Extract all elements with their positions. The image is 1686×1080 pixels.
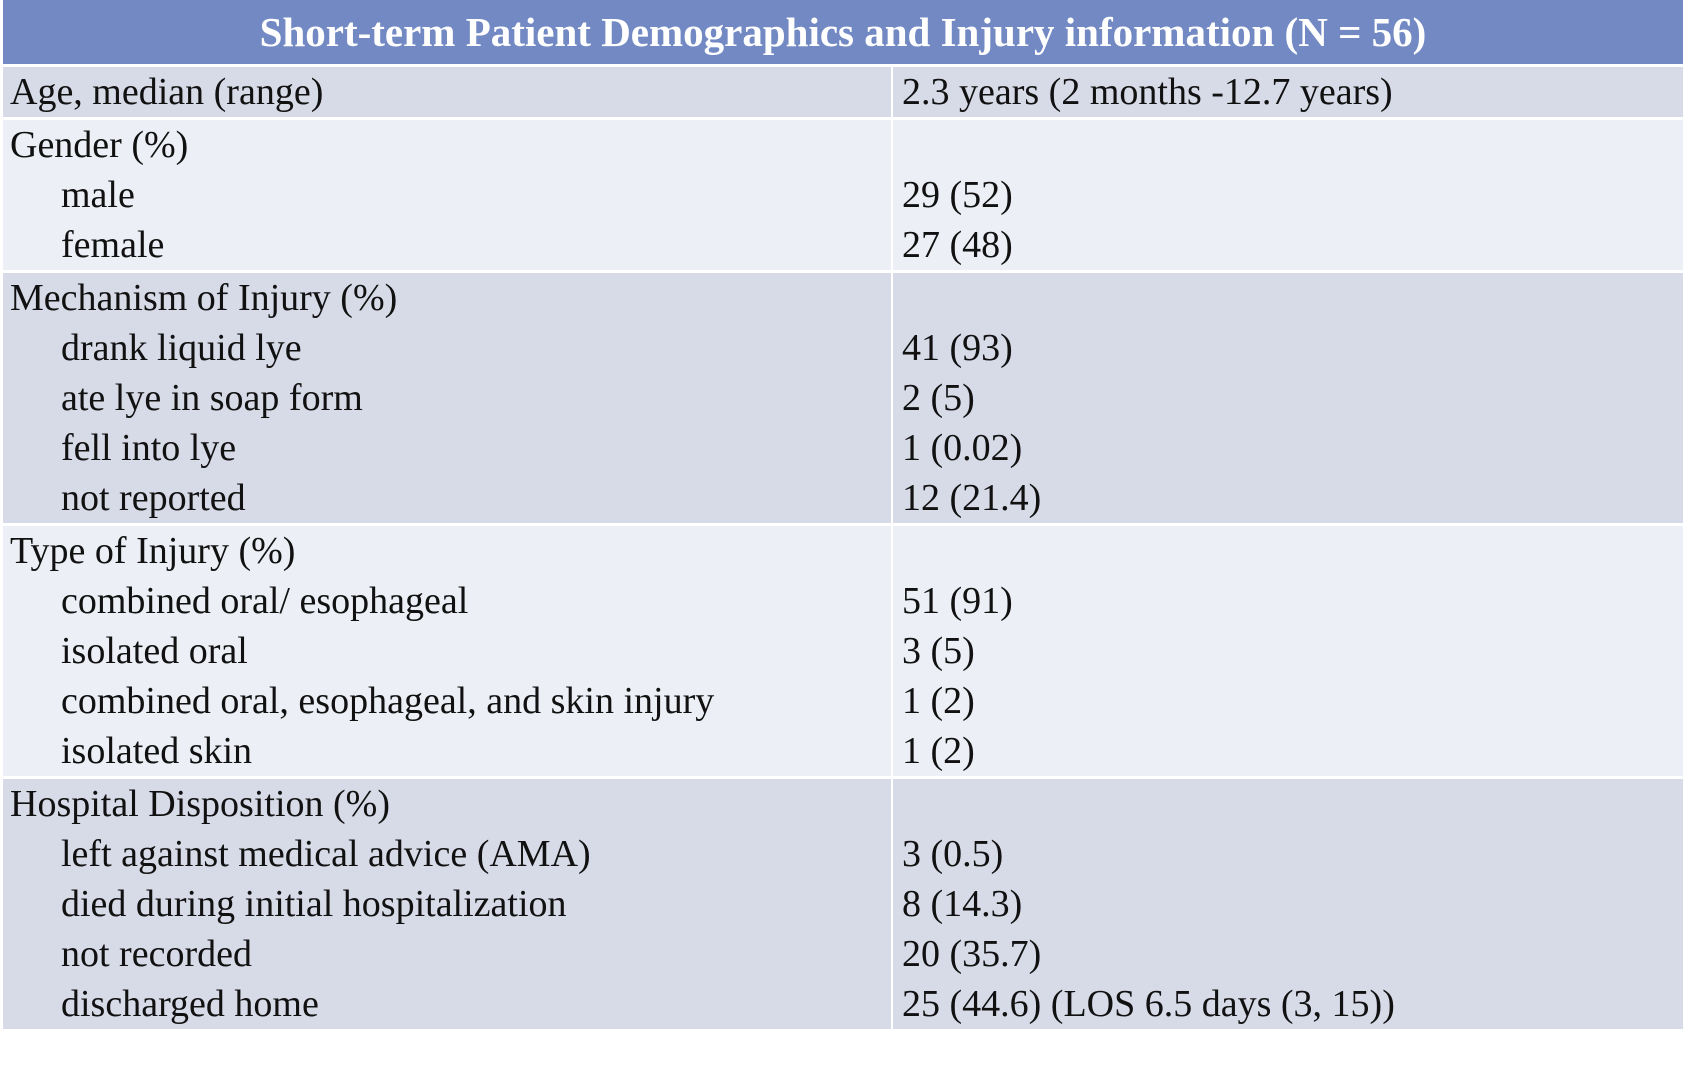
group-header-value <box>893 120 1683 170</box>
row-label: drank liquid lye <box>61 327 302 369</box>
group-header: Mechanism of Injury (%) <box>10 277 398 319</box>
row-label: combined oral/ esophageal <box>61 580 469 622</box>
group-header-value <box>893 526 1683 576</box>
row-label: fell into lye <box>61 427 237 469</box>
row-value: 27 (48) <box>902 224 1013 266</box>
group-gender: Gender (%) male female 29 (52) 27 (48) <box>3 120 1683 273</box>
group-header: Type of Injury (%) <box>10 530 296 572</box>
row-value: 1 (2) <box>902 680 975 722</box>
group-header: Gender (%) <box>10 124 189 166</box>
row-label: combined oral, esophageal, and skin inju… <box>61 680 715 722</box>
row-label: not reported <box>61 477 246 519</box>
row-value: 3 (0.5) <box>902 833 1004 875</box>
row-value: 1 (0.02) <box>902 427 1023 469</box>
group-header: Age, median (range) <box>10 71 324 113</box>
row-label: died during initial hospitalization <box>61 883 567 925</box>
row-label: isolated oral <box>61 630 248 672</box>
row-value: 2 (5) <box>902 377 975 419</box>
row-label: ate lye in soap form <box>61 377 363 419</box>
group-header-value <box>893 779 1683 829</box>
group-header-value <box>893 273 1683 323</box>
demographics-table: Short-term Patient Demographics and Inju… <box>3 0 1683 1032</box>
row-value: 20 (35.7) <box>902 933 1042 975</box>
row-value: 8 (14.3) <box>902 883 1023 925</box>
row-value: 1 (2) <box>902 730 975 772</box>
row-label: discharged home <box>61 983 319 1025</box>
row-value: 41 (93) <box>902 327 1013 369</box>
table-title: Short-term Patient Demographics and Inju… <box>3 0 1683 67</box>
group-mechanism: Mechanism of Injury (%) drank liquid lye… <box>3 273 1683 526</box>
row-value: 29 (52) <box>902 174 1013 216</box>
group-age: Age, median (range) 2.3 years (2 months … <box>3 67 1683 120</box>
group-header-value: 2.3 years (2 months -12.7 years) <box>902 71 1393 113</box>
row-value: 51 (91) <box>902 580 1013 622</box>
row-label: left against medical advice (AMA) <box>61 833 591 875</box>
group-injury-type: Type of Injury (%) combined oral/ esopha… <box>3 526 1683 779</box>
group-header: Hospital Disposition (%) <box>10 783 390 825</box>
row-label: isolated skin <box>61 730 253 772</box>
row-label: not recorded <box>61 933 252 975</box>
group-disposition: Hospital Disposition (%) left against me… <box>3 779 1683 1032</box>
row-value: 3 (5) <box>902 630 975 672</box>
row-label: male <box>61 174 135 216</box>
row-value: 25 (44.6) (LOS 6.5 days (3, 15)) <box>902 983 1395 1025</box>
row-value: 12 (21.4) <box>902 477 1042 519</box>
row-label: female <box>61 224 165 266</box>
